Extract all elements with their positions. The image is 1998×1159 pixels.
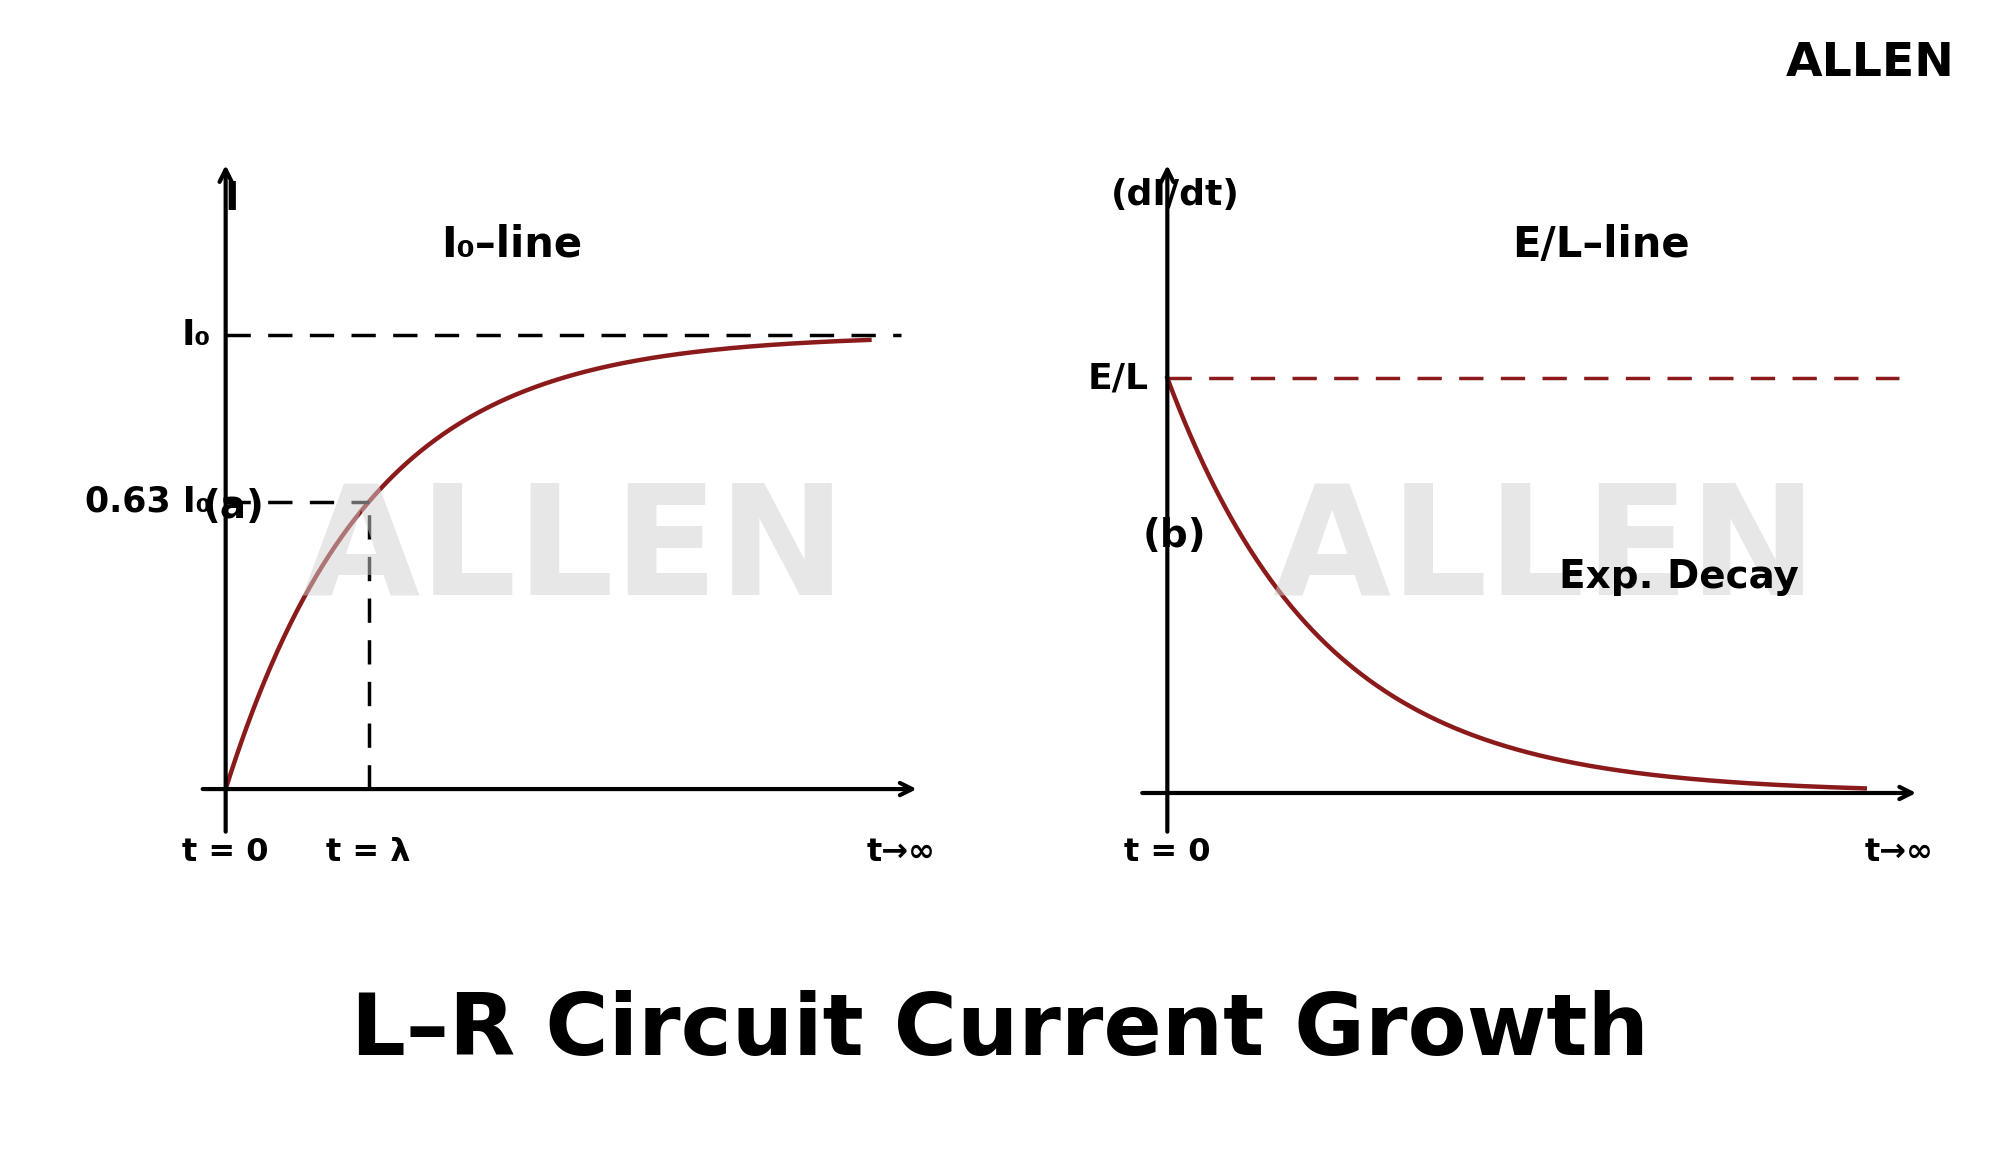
Text: 0.63 I₀: 0.63 I₀ xyxy=(86,484,212,519)
Text: I: I xyxy=(224,180,238,218)
Text: t = λ: t = λ xyxy=(326,837,412,868)
Text: t = 0: t = 0 xyxy=(182,837,270,868)
Text: ALLEN: ALLEN xyxy=(1273,478,1816,627)
Text: t→∞: t→∞ xyxy=(865,837,935,868)
Text: L–R Circuit Current Growth: L–R Circuit Current Growth xyxy=(350,990,1648,1073)
Text: t→∞: t→∞ xyxy=(1864,837,1932,868)
Text: (dI/dt): (dI/dt) xyxy=(1111,178,1239,212)
Text: I₀: I₀ xyxy=(182,318,212,352)
Text: ALLEN: ALLEN xyxy=(1786,41,1954,86)
Text: Exp. Decay: Exp. Decay xyxy=(1558,559,1798,596)
Text: I₀–line: I₀–line xyxy=(442,223,581,265)
Text: ALLEN: ALLEN xyxy=(302,478,845,627)
Text: E/L: E/L xyxy=(1087,362,1149,395)
Text: t = 0: t = 0 xyxy=(1123,837,1211,868)
Text: (b): (b) xyxy=(1143,517,1205,555)
Text: E/L–line: E/L–line xyxy=(1512,224,1688,267)
Text: (a): (a) xyxy=(202,488,264,526)
